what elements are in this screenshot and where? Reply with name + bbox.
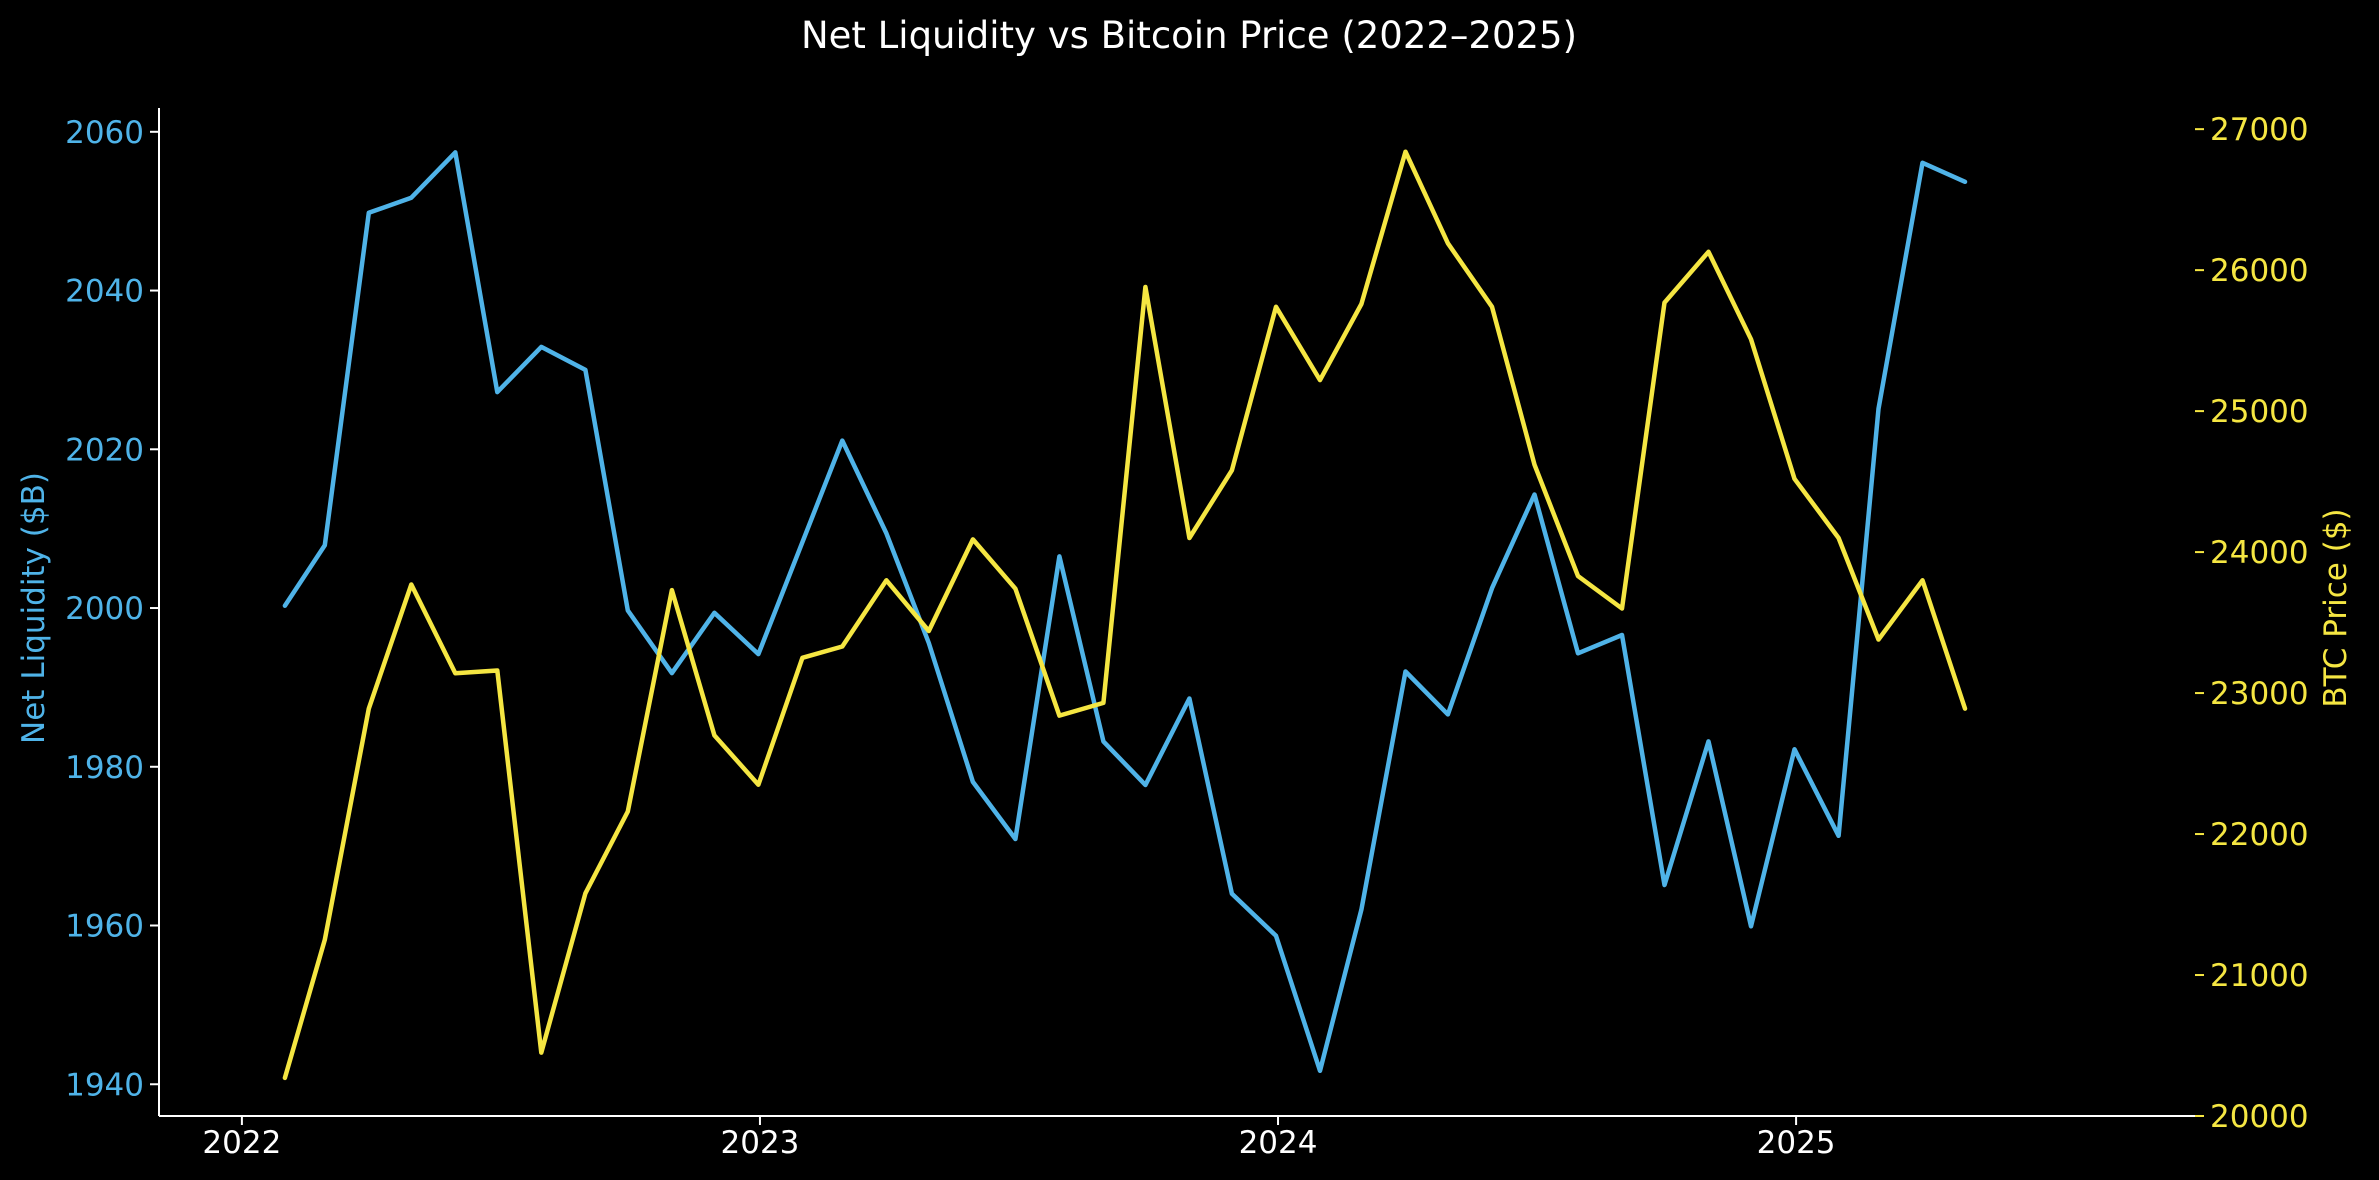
y-right-tick-label: 20000 [2210,1099,2309,1135]
y-right-tick-label: 21000 [2210,958,2309,994]
series-layer [282,149,1968,1081]
x-tick-label: 2023 [721,1125,800,1161]
btc-price-line [282,149,1968,1081]
y-axis-left-label: Net Liquidity ($B) [16,472,52,744]
x-tick-label: 2025 [1757,1125,1836,1161]
y-axis-right-label: BTC Price ($) [2318,508,2354,707]
y-right-tick-label: 25000 [2210,394,2309,430]
y-left-tick-label: 2040 [65,274,144,310]
x-tick-label: 2022 [202,1125,281,1161]
y-right-tick-label: 24000 [2210,535,2309,571]
y-left-tick-label: 2000 [65,591,144,627]
y-left-tick-label: 1940 [65,1067,144,1103]
y-left-tick-label: 2020 [65,432,144,468]
axes-layer: 1940 1960 1980 2000 2020 2040 2060 20000 21000 22… [65,108,2309,1161]
y-left-tick-label: 1960 [65,909,144,945]
y-right-tick-label: 27000 [2210,112,2309,148]
y-left-tick-label: 2060 [65,115,144,151]
y-right-tick-label: 22000 [2210,817,2309,853]
y-right-tick-label: 23000 [2210,676,2309,712]
net-liquidity-line [282,150,1968,1074]
x-tick-label: 2024 [1239,1125,1318,1161]
y-left-tick-label: 1980 [65,750,144,786]
y-right-tick-label: 26000 [2210,253,2309,289]
chart-title: Net Liquidity vs Bitcoin Price (2022–202… [801,14,1577,57]
